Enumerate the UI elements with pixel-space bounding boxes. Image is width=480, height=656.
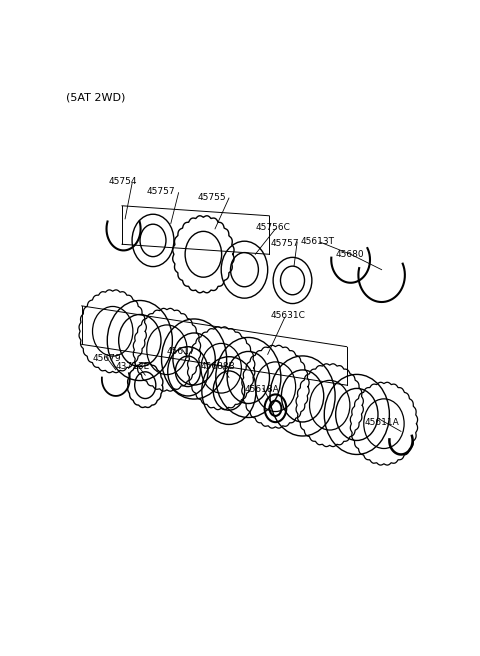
Text: 45755: 45755	[198, 193, 227, 201]
Text: 43713E: 43713E	[116, 362, 150, 371]
Text: 45613T: 45613T	[300, 237, 334, 245]
Text: 45680: 45680	[335, 250, 364, 258]
Text: 45618A: 45618A	[244, 385, 279, 394]
Text: 45754: 45754	[109, 177, 137, 186]
Text: 45756C: 45756C	[255, 224, 290, 232]
Text: (5AT 2WD): (5AT 2WD)	[66, 92, 126, 102]
Text: 45688B: 45688B	[201, 362, 236, 371]
Text: 45757: 45757	[271, 239, 300, 248]
Text: 45611A: 45611A	[365, 417, 399, 426]
Text: 45617: 45617	[167, 346, 195, 356]
Text: 45631C: 45631C	[271, 311, 306, 320]
Text: 45679: 45679	[93, 354, 121, 363]
Text: 45757: 45757	[147, 186, 175, 195]
